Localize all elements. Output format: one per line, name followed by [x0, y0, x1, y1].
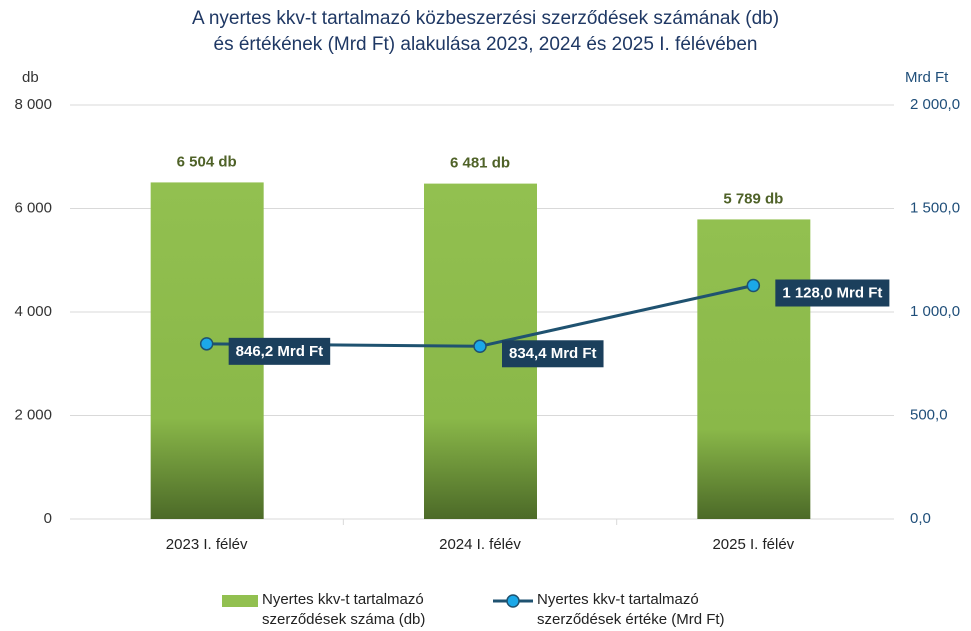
label-box: [775, 279, 890, 307]
bar-value-label: 6 504 db: [177, 153, 237, 170]
line-marker: [473, 339, 487, 354]
line-value-label: 1 128,0 Mrd Ft: [782, 284, 882, 301]
x-tick-label: 2024 I. félév: [439, 536, 521, 553]
label-box: [502, 340, 604, 368]
x-tick-label: 2025 I. félév: [712, 536, 794, 553]
value-label-box: 1 128,0 Mrd Ft: [775, 279, 890, 307]
bar-value-label: 6 481 db: [450, 155, 510, 172]
y2-tick-label: 500,0: [910, 406, 948, 423]
line-marker: [199, 337, 214, 351]
y2-tick-label: 2 000,0: [910, 96, 960, 113]
y2-tick-label: 0,0: [910, 510, 931, 527]
line-value-label: 846,2 Mrd Ft: [236, 343, 324, 360]
y2-tick-label: 1 000,0: [910, 303, 960, 320]
value-label-box: 834,4 Mrd Ft: [502, 340, 604, 368]
y2-tick-label: 1 500,0: [910, 199, 960, 216]
legend-label: Nyertes kkv-t tartalmazó szerződések ért…: [537, 591, 725, 628]
y2-axis-label: Mrd Ft: [905, 69, 949, 86]
y-tick-label: 8 000: [14, 96, 52, 113]
chart-title: A nyertes kkv-t tartalmazó közbeszerzési…: [191, 8, 780, 29]
label-box: [228, 337, 331, 365]
y-tick-label: 2 000: [14, 406, 52, 423]
legend-swatch: [222, 595, 258, 607]
bar: [697, 219, 811, 519]
line-marker: [746, 278, 761, 293]
x-tick-label: 2023 I. félév: [166, 536, 248, 553]
line-value-label: 834,4 Mrd Ft: [509, 345, 597, 362]
y-tick-label: 0: [44, 510, 52, 527]
value-label-box: 846,2 Mrd Ft: [228, 337, 331, 365]
legend-label: Nyertes kkv-t tartalmazó szerződések szá…: [262, 591, 426, 628]
chart-title: és értékének (Mrd Ft) alakulása 2023, 20…: [213, 34, 758, 55]
y-tick-label: 4 000: [14, 303, 52, 320]
bar-value-label: 5 789 db: [723, 190, 783, 207]
y-tick-label: 6 000: [14, 199, 52, 216]
legend-swatch: [506, 594, 520, 608]
y-axis-label: db: [22, 69, 39, 86]
